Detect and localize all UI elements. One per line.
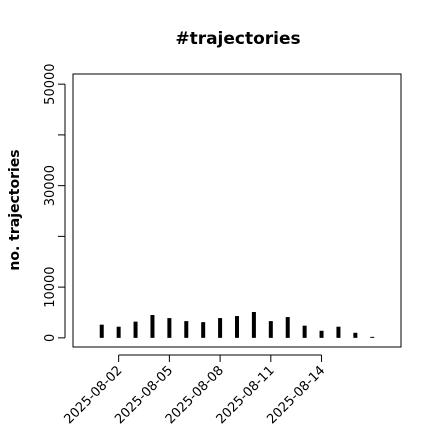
y-tick-label: 50000	[43, 63, 58, 104]
bar	[370, 336, 375, 338]
bar	[353, 332, 358, 338]
bar	[133, 321, 138, 338]
bar	[99, 324, 104, 338]
bar	[319, 330, 324, 338]
plot-frame	[72, 73, 402, 348]
bar	[235, 316, 239, 338]
bar	[167, 318, 172, 338]
bar	[201, 322, 206, 338]
y-tick-label: 30000	[43, 165, 58, 206]
bar	[184, 321, 189, 338]
bar	[218, 318, 223, 338]
y-axis-label: no. trajectories	[7, 149, 23, 270]
bar	[116, 326, 121, 338]
y-tick-label: 10000	[43, 266, 58, 307]
bar	[268, 321, 273, 338]
bar	[150, 315, 155, 338]
bar	[336, 326, 341, 338]
bar	[251, 311, 256, 338]
bar	[302, 325, 307, 338]
bar	[285, 317, 290, 338]
chart-title: #trajectories	[175, 29, 300, 49]
y-tick-label: 0	[43, 334, 58, 342]
